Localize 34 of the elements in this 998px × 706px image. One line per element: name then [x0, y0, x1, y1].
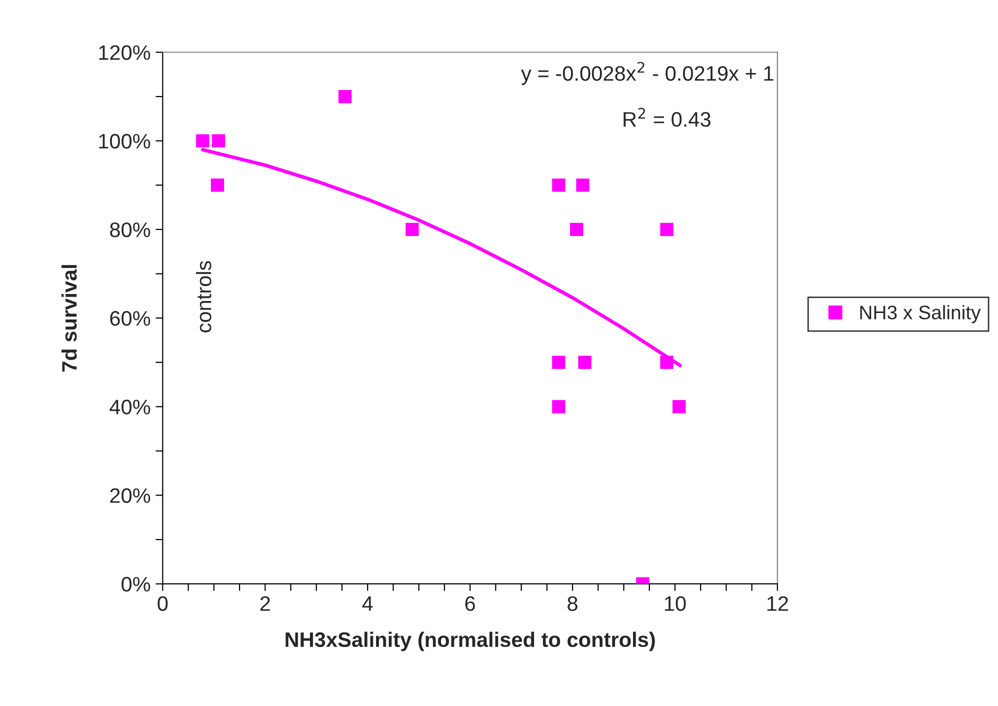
y-tick-label: 60%	[110, 311, 150, 326]
point	[552, 356, 566, 369]
x-tick-label: 10	[664, 596, 686, 611]
point	[210, 178, 224, 192]
annotation: controls	[196, 261, 212, 332]
point	[552, 178, 566, 192]
annotation: R$^{2}$ = 0.43	[624, 108, 710, 127]
x-tick-label: 12	[767, 596, 788, 611]
y-tick-label: 80%	[110, 222, 150, 238]
point	[660, 356, 674, 369]
point	[672, 400, 686, 414]
y-tick-label: 20%	[110, 488, 150, 504]
legend-label: NH3 x Salinity	[860, 305, 981, 324]
point	[406, 222, 419, 236]
point	[660, 222, 674, 236]
x-tick-label: 2	[260, 596, 270, 611]
point	[196, 134, 210, 148]
x-tick-label: 6	[465, 596, 475, 611]
point	[212, 134, 226, 148]
point	[552, 400, 566, 414]
annotation: y = -0.0028x$^{2}$ - 0.0219x + 1	[521, 62, 774, 85]
point	[578, 356, 592, 369]
y-tick-label: 40%	[110, 400, 150, 414]
y-tick-label: 120%	[99, 45, 150, 60]
x-tick-label: 0	[158, 596, 168, 611]
y-tick-label: 100%	[99, 134, 150, 149]
x-tick-label: 4	[362, 596, 373, 611]
x-axis-title: NH3xSalinity (normalised to controls)	[286, 632, 655, 652]
y-axis-title: 7d survival	[62, 265, 77, 372]
y-tick-label: 0%	[122, 576, 150, 592]
point	[570, 222, 584, 236]
x-tick-label: 8	[568, 596, 578, 611]
point	[576, 178, 590, 192]
point	[338, 90, 352, 104]
